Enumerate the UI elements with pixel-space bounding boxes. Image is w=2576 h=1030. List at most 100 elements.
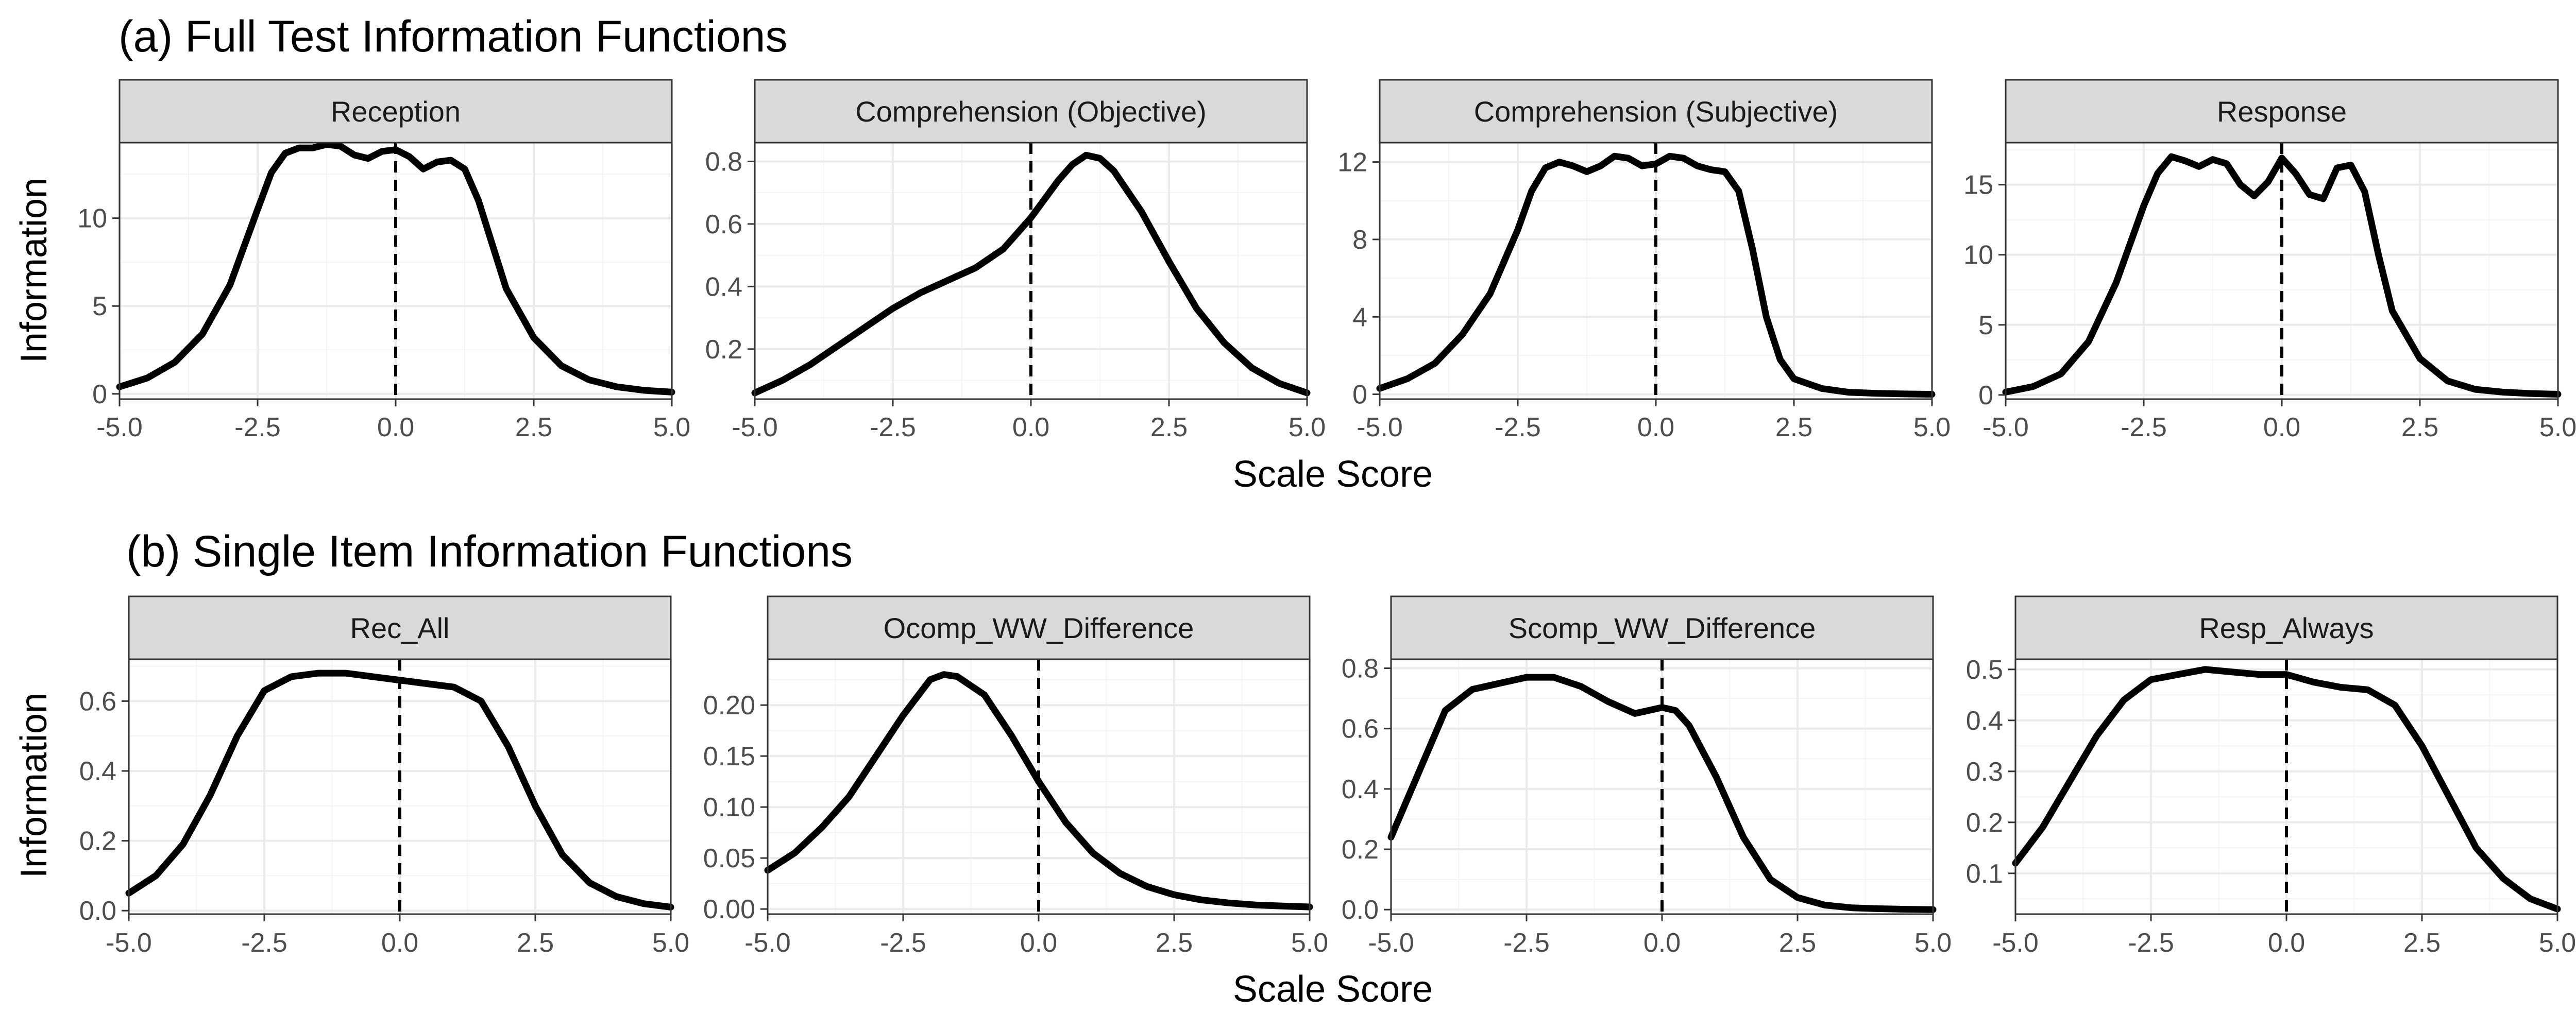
x-axis-title-a: Scale Score — [1233, 454, 1433, 495]
facet-0-2: Comprehension (Subjective) -5.0 -2.5 0.0 2.5… — [1337, 79, 1951, 442]
information-curve — [751, 151, 1311, 397]
y-tick-label: 0.20 — [703, 691, 755, 720]
facet-title: Comprehension (Subjective) — [1474, 95, 1838, 128]
facet-strip — [2005, 79, 2559, 144]
information-curve — [1387, 674, 1937, 913]
y-tick-label: 5 — [92, 291, 107, 321]
facet-1-1: Ocomp_WW_Difference -5.0 -2.5 0.0 2.5 5.0 0.00… — [703, 595, 1328, 958]
y-tick-label: 0.4 — [705, 272, 742, 302]
x-tick-label: 5.0 — [2539, 413, 2576, 442]
x-tick-label: 2.5 — [1156, 928, 1193, 958]
information-curve — [2002, 153, 2562, 398]
x-tick-label: 2.5 — [517, 928, 554, 958]
y-tick-label: 0.4 — [79, 757, 116, 786]
y-tick-label: 5 — [1978, 311, 1993, 340]
facet-title: Rec_All — [350, 612, 450, 644]
x-tick-label: 2.5 — [2403, 928, 2441, 958]
x-tick-label: 0.0 — [381, 928, 418, 958]
x-tick-label: -2.5 — [2128, 928, 2174, 958]
facet-0-1: Comprehension (Objective) -5.0 -2.5 0.0 2.5 5… — [705, 79, 1326, 442]
y-tick-label: 0.6 — [79, 686, 116, 716]
facet-title: Comprehension (Objective) — [855, 95, 1207, 128]
x-axis-title-b: Scale Score — [1233, 969, 1433, 1010]
x-tick-label: 5.0 — [652, 928, 689, 958]
y-axis-title-a: Information — [13, 178, 55, 363]
facet-strip — [128, 595, 672, 660]
y-tick-label: 4 — [1352, 302, 1367, 332]
information-curve — [125, 670, 674, 911]
y-tick-label: 0.2 — [705, 335, 742, 365]
facet-title: Resp_Always — [2199, 612, 2374, 644]
x-tick-label: 2.5 — [1775, 413, 1812, 442]
y-tick-label: 0.2 — [79, 827, 116, 856]
y-tick-label: 0.3 — [1966, 757, 2003, 787]
facet-1-2: Scomp_WW_Difference -5.0 -2.5 0.0 2.5 5.0 0.0 0… — [1342, 595, 1952, 958]
y-tick-label: 0.8 — [1342, 654, 1379, 684]
y-tick-label: 0.2 — [1342, 835, 1379, 865]
y-tick-label: 0.2 — [1966, 808, 2003, 838]
facet-1-3: Resp_Always -5.0 -2.5 0.0 2.5 5.0 0.1 0.2 0.3 0.4… — [1966, 595, 2576, 958]
x-tick-label: 0.0 — [2263, 413, 2300, 442]
y-axis-title-b: Information — [13, 693, 55, 878]
x-tick-label: -2.5 — [1495, 413, 1541, 442]
y-tick-label: 0.10 — [703, 793, 755, 822]
x-tick-label: 5.0 — [1291, 928, 1328, 958]
x-tick-label: -5.0 — [106, 928, 152, 958]
information-curve — [1376, 152, 1936, 398]
facet-strip — [1390, 595, 1934, 660]
x-tick-label: -2.5 — [234, 413, 281, 442]
y-tick-label: 0 — [1352, 380, 1367, 410]
facet-title: Ocomp_WW_Difference — [884, 612, 1194, 644]
y-tick-label: 0.8 — [705, 147, 742, 177]
x-tick-label: 5.0 — [1913, 413, 1951, 442]
information-curve — [116, 141, 675, 396]
section-title-a: (a) Full Test Information Functions — [118, 12, 787, 61]
information-curve — [2012, 666, 2561, 913]
facet-strip — [767, 595, 1311, 660]
y-tick-label: 12 — [1337, 148, 1367, 178]
y-tick-label: 15 — [1963, 170, 1993, 200]
facet-title: Scomp_WW_Difference — [1509, 612, 1816, 644]
y-tick-label: 0.5 — [1966, 655, 2003, 685]
x-tick-label: -5.0 — [744, 928, 791, 958]
x-tick-label: -2.5 — [1503, 928, 1550, 958]
x-tick-label: -5.0 — [732, 413, 778, 442]
x-tick-label: 2.5 — [1150, 413, 1188, 442]
y-tick-label: 0.0 — [1342, 895, 1379, 925]
facet-strip — [1379, 79, 1933, 144]
x-tick-label: 2.5 — [515, 413, 552, 442]
x-tick-label: -5.0 — [1357, 413, 1403, 442]
x-tick-label: 0.0 — [1637, 413, 1674, 442]
y-tick-label: 0.6 — [1342, 714, 1379, 744]
x-tick-label: 2.5 — [2401, 413, 2438, 442]
facet-strip — [118, 79, 673, 144]
section-title-b: (b) Single Item Information Functions — [126, 527, 853, 576]
facet-strip — [2014, 595, 2558, 660]
y-tick-label: 10 — [1963, 241, 1993, 270]
x-tick-label: -5.0 — [1982, 413, 2029, 442]
x-tick-label: -2.5 — [880, 928, 926, 958]
x-tick-label: 0.0 — [377, 413, 414, 442]
y-tick-label: 10 — [77, 204, 107, 234]
y-tick-label: 8 — [1352, 225, 1367, 255]
facet-title: Response — [2217, 95, 2347, 128]
x-tick-label: 5.0 — [1914, 928, 1952, 958]
y-tick-label: 0.00 — [703, 895, 755, 924]
x-tick-label: 2.5 — [1779, 928, 1816, 958]
y-tick-label: 0 — [92, 380, 107, 409]
x-tick-label: -2.5 — [2121, 413, 2167, 442]
y-tick-label: 0 — [1978, 381, 1993, 410]
x-tick-label: -5.0 — [96, 413, 143, 442]
facet-0-0: Reception -5.0 -2.5 0.0 2.5 5.0 0 5 10 — [77, 79, 690, 442]
y-tick-label: 0.4 — [1342, 775, 1379, 804]
x-tick-label: 0.0 — [1012, 413, 1049, 442]
x-tick-label: 5.0 — [1289, 413, 1326, 442]
y-tick-label: 0.15 — [703, 742, 755, 771]
x-tick-label: -5.0 — [1992, 928, 2039, 958]
x-tick-label: 0.0 — [1020, 928, 1057, 958]
x-tick-label: 5.0 — [653, 413, 690, 442]
information-curve — [764, 671, 1313, 911]
facet-panels: Reception -5.0 -2.5 0.0 2.5 5.0 0 5 10 Comprehens… — [77, 79, 2576, 958]
x-tick-label: -2.5 — [870, 413, 916, 442]
